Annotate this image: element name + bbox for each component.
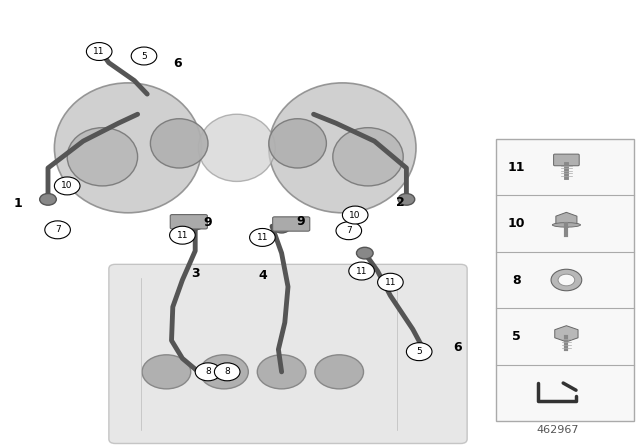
Circle shape [398,194,415,205]
Text: 7: 7 [346,226,351,235]
Text: 3: 3 [191,267,200,280]
Ellipse shape [552,223,580,227]
Circle shape [200,355,248,389]
Circle shape [378,273,403,291]
Ellipse shape [269,83,416,213]
Text: 11: 11 [385,278,396,287]
Circle shape [558,274,575,286]
Text: 6: 6 [453,340,462,354]
Text: 5: 5 [141,52,147,60]
Ellipse shape [54,83,202,213]
Text: 9: 9 [204,216,212,229]
Circle shape [406,343,432,361]
Circle shape [342,206,368,224]
Circle shape [356,247,373,259]
Circle shape [131,47,157,65]
Text: 10: 10 [508,217,525,230]
Text: 7: 7 [55,225,60,234]
Ellipse shape [198,114,275,181]
Circle shape [349,262,374,280]
Text: 11: 11 [356,267,367,276]
Circle shape [214,363,240,381]
Ellipse shape [269,119,326,168]
Circle shape [86,43,112,60]
Text: 4: 4 [258,269,267,282]
Text: 11: 11 [177,231,188,240]
Ellipse shape [333,128,403,186]
Text: 11: 11 [257,233,268,242]
Circle shape [170,226,195,244]
Circle shape [257,355,306,389]
Text: 462967: 462967 [537,426,579,435]
Circle shape [40,194,56,205]
Text: 2: 2 [396,196,404,210]
Circle shape [91,43,108,55]
Circle shape [45,221,70,239]
FancyBboxPatch shape [496,139,634,421]
Text: 1: 1 [13,197,22,211]
FancyBboxPatch shape [273,217,310,231]
Text: 10: 10 [61,181,73,190]
Circle shape [187,218,204,230]
Circle shape [315,355,364,389]
Polygon shape [556,212,577,228]
Circle shape [551,269,582,291]
Text: 6: 6 [173,57,182,70]
Circle shape [54,177,80,195]
Text: 9: 9 [296,215,305,228]
Text: 5: 5 [417,347,422,356]
FancyBboxPatch shape [170,215,207,229]
Circle shape [336,222,362,240]
Circle shape [195,363,221,381]
Text: 5: 5 [512,330,521,343]
Text: 8: 8 [512,273,521,287]
Circle shape [273,221,290,233]
FancyBboxPatch shape [109,264,467,444]
Text: 10: 10 [349,211,361,220]
Polygon shape [555,326,578,342]
Text: 11: 11 [93,47,105,56]
FancyBboxPatch shape [554,154,579,166]
Ellipse shape [67,128,138,186]
Text: 11: 11 [508,160,525,174]
Text: 8: 8 [205,367,211,376]
Circle shape [142,355,191,389]
Circle shape [250,228,275,246]
Ellipse shape [150,119,208,168]
Text: 8: 8 [225,367,230,376]
